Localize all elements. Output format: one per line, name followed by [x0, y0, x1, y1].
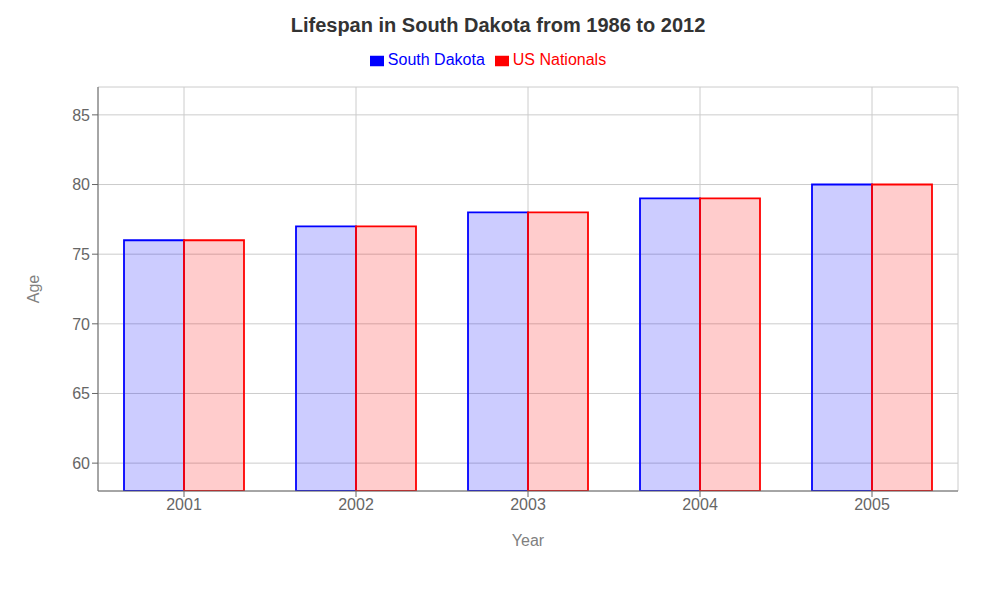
- svg-text:70: 70: [72, 316, 90, 333]
- html-text:US Nationals: US Nationals: [512, 51, 607, 68]
- svg-text:2005: 2005: [854, 496, 890, 513]
- svg-text:85: 85: [72, 107, 90, 124]
- svg-text:Year: Year: [512, 532, 545, 549]
- svg-text:Age: Age: [25, 275, 42, 304]
- svg-text:60: 60: [72, 455, 90, 472]
- svg-text:2001: 2001: [166, 496, 202, 513]
- svg-text:2003: 2003: [510, 496, 546, 513]
- html-text:Lifespan in South Dakota from: Lifespan in South Dakota from 1986 to 20…: [290, 14, 706, 36]
- svg-text:65: 65: [72, 385, 90, 402]
- svg-text:2004: 2004: [682, 496, 718, 513]
- html-text:South Dakota: South Dakota: [387, 51, 485, 68]
- svg-text:80: 80: [72, 176, 90, 193]
- svg-text:75: 75: [72, 246, 90, 263]
- svg-text:2002: 2002: [338, 496, 374, 513]
